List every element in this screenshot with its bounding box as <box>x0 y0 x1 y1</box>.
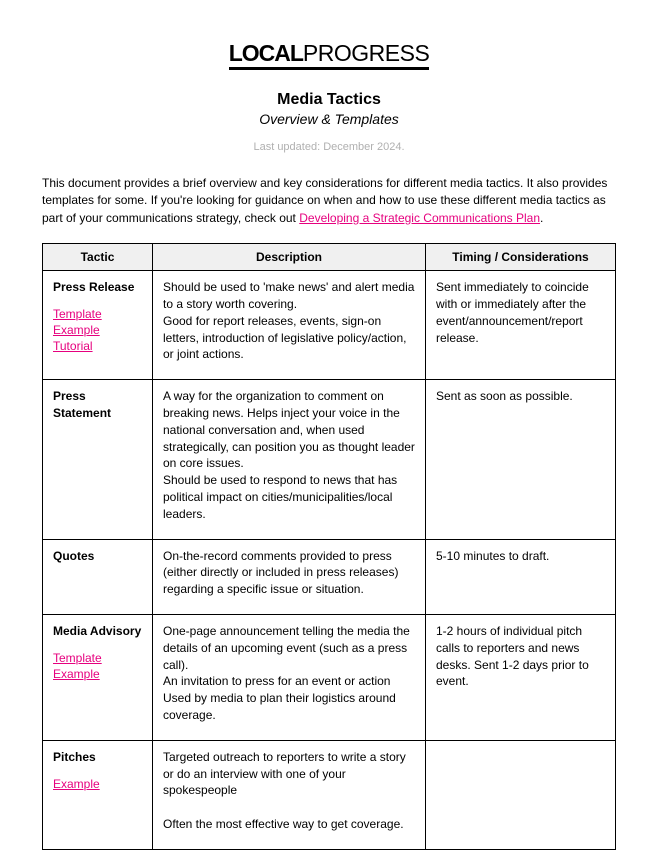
logo-text: LOCALPROGRESS <box>229 40 430 67</box>
description-cell: A way for the organization to comment on… <box>153 380 426 539</box>
table-row: Pitches Example Targeted outreach to repor… <box>43 740 616 849</box>
description-cell: One-page announcement telling the media … <box>153 614 426 740</box>
tactic-links: TemplateExample <box>53 650 142 682</box>
tactic-link[interactable]: Example <box>53 776 142 792</box>
tactic-name: Press Statement <box>53 388 142 422</box>
logo-progress: PROGRESS <box>303 40 429 66</box>
table-row: Media Advisory TemplateExample One-page an… <box>43 614 616 740</box>
tactic-name: Media Advisory <box>53 623 142 640</box>
tactic-name: Press Release <box>53 279 142 296</box>
document-page: LOCALPROGRESS Media Tactics Overview & T… <box>0 0 658 850</box>
tactic-cell: Media Advisory TemplateExample <box>43 614 153 740</box>
table-row: Press ReleaseTemplateExampleTutorialShou… <box>43 271 616 380</box>
timing-cell <box>426 740 616 849</box>
header-timing: Timing / Considerations <box>426 244 616 271</box>
table-header-row: Tactic Description Timing / Consideratio… <box>43 244 616 271</box>
intro-link[interactable]: Developing a Strategic Communications Pl… <box>299 211 540 225</box>
tactic-cell: Press Statement <box>43 380 153 539</box>
tactic-link[interactable]: Template <box>53 650 142 666</box>
tactic-link[interactable]: Tutorial <box>53 338 142 354</box>
timing-cell: 5-10 minutes to draft. <box>426 539 616 614</box>
page-subtitle: Overview & Templates <box>42 111 616 127</box>
tactic-cell: Pitches Example <box>43 740 153 849</box>
table-row: Quotes On-the-record comments provided to… <box>43 539 616 614</box>
tactic-links: Example <box>53 776 142 792</box>
tactic-cell: Quotes <box>43 539 153 614</box>
table-row: Press Statement A way for the organizatio… <box>43 380 616 539</box>
description-cell: Should be used to 'make news' and alert … <box>153 271 426 380</box>
timing-cell: Sent immediately to coincide with or imm… <box>426 271 616 380</box>
description-cell: On-the-record comments provided to press… <box>153 539 426 614</box>
description-cell: Targeted outreach to reporters to write … <box>153 740 426 849</box>
tactic-cell: Press Release TemplateExampleTutorial <box>43 271 153 380</box>
tactics-table: Tactic Description Timing / Consideratio… <box>42 243 616 850</box>
timing-cell: 1-2 hours of individual pitch calls to r… <box>426 614 616 740</box>
header-tactic: Tactic <box>43 244 153 271</box>
tactic-link[interactable]: Example <box>53 666 142 682</box>
timing-cell: Sent as soon as possible. <box>426 380 616 539</box>
logo: LOCALPROGRESS <box>42 40 616 67</box>
header-description: Description <box>153 244 426 271</box>
tactic-name: Quotes <box>53 548 142 565</box>
tactic-link[interactable]: Example <box>53 322 142 338</box>
tactic-link[interactable]: Template <box>53 306 142 322</box>
intro-paragraph: This document provides a brief overview … <box>42 175 616 227</box>
logo-local: LOCAL <box>229 40 303 66</box>
tactic-links: TemplateExampleTutorial <box>53 306 142 355</box>
intro-text-2: . <box>540 211 543 225</box>
page-title: Media Tactics <box>42 91 616 109</box>
tactic-name: Pitches <box>53 749 142 766</box>
last-updated: Last updated: December 2024. <box>42 141 616 153</box>
